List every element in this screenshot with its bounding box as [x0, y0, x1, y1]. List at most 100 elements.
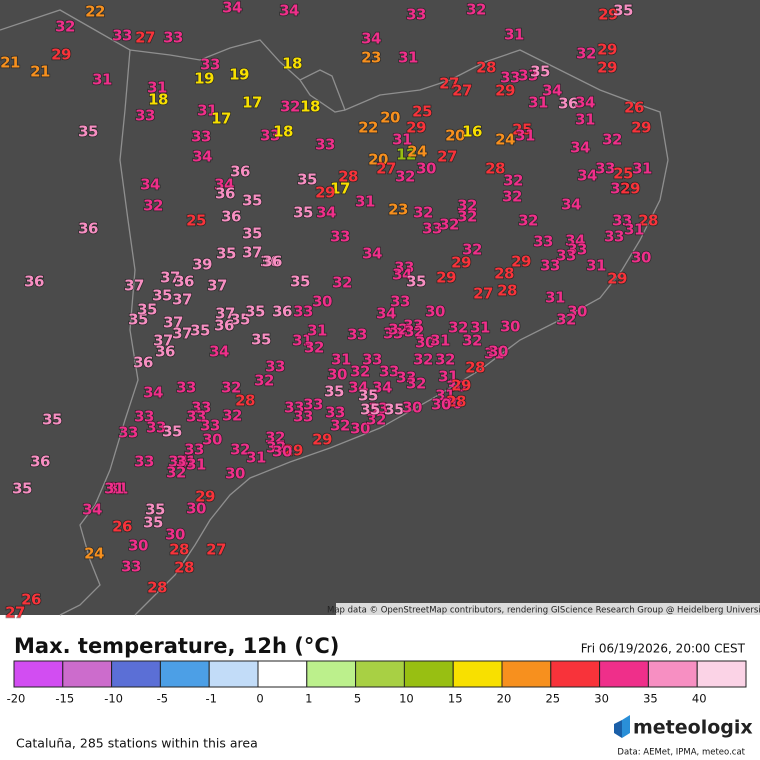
station-temperature: 32 [462, 332, 482, 350]
station-temperature: 32 [221, 379, 241, 397]
station-temperature: 31 [398, 49, 418, 67]
station-temperature: 35 [242, 192, 262, 210]
station-temperature: 33 [533, 233, 553, 251]
northern-border [0, 9, 669, 161]
station-temperature: 32 [457, 208, 477, 226]
andorra-border [299, 79, 346, 113]
station-temperature: 35 [143, 514, 163, 532]
legend-swatch [599, 660, 649, 688]
station-temperature: 33 [383, 325, 403, 343]
station-temperature: 31 [545, 289, 565, 307]
station-temperature: 33 [406, 6, 426, 24]
station-temperature: 34 [214, 176, 234, 194]
station-temperature: 27 [439, 75, 459, 93]
legend-swatch [696, 660, 747, 688]
station-temperature: 28 [465, 359, 485, 377]
station-temperature: 32 [448, 319, 468, 337]
station-temperature: 29 [436, 269, 456, 287]
legend-swatch [257, 660, 308, 688]
station-temperature: 31 [528, 94, 548, 112]
western-border [59, 49, 139, 616]
station-temperature: 31 [632, 160, 652, 178]
station-temperature: 27 [376, 160, 396, 178]
station-temperature: 30 [488, 343, 508, 361]
station-temperature: 27 [135, 29, 155, 47]
station-temperature: 33 [368, 400, 388, 418]
station-temperature: 30 [186, 500, 206, 518]
station-temperature: 33 [540, 257, 560, 275]
legend-tick-label: 40 [692, 692, 707, 706]
station-temperature: 35 [360, 401, 380, 419]
station-temperature: 34 [570, 139, 590, 157]
station-temperature: 29 [511, 253, 531, 271]
station-temperature: 32 [388, 321, 408, 339]
legend-swatch [306, 660, 357, 688]
station-temperature: 29 [451, 377, 471, 395]
timestamp: Fri 06/19/2026, 20:00 CEST [581, 642, 746, 656]
brand-logo [614, 715, 630, 738]
station-temperature: 22 [85, 3, 105, 21]
station-temperature: 36 [133, 354, 153, 372]
station-temperature: 37 [160, 269, 180, 287]
station-temperature: 36 [30, 453, 50, 471]
station-temperature: 35 [42, 411, 62, 429]
station-temperature: 23 [361, 49, 381, 67]
station-temperature: 37 [207, 277, 227, 295]
station-temperature: 36 [260, 253, 280, 271]
station-temperature: 30 [631, 249, 651, 267]
station-temperature: 33 [200, 417, 220, 435]
station-temperature: 28 [338, 168, 358, 186]
station-temperature: 21 [30, 63, 50, 81]
station-temperature: 32 [166, 464, 186, 482]
station-temperature: 32 [332, 274, 352, 292]
station-temperature: 28 [485, 160, 505, 178]
legend-swatch [62, 660, 113, 688]
station-temperature: 27 [206, 541, 226, 559]
station-temperature: 33 [265, 358, 285, 376]
station-temperature: 32 [413, 351, 433, 369]
station-temperature: 30 [402, 399, 422, 417]
station-temperature: 31 [484, 345, 504, 363]
station-temperature: 22 [358, 119, 378, 137]
station-temperature: 34 [209, 343, 229, 361]
station-temperature: 31 [92, 71, 112, 89]
station-temperature: 35 [78, 123, 98, 141]
station-temperature: 24 [407, 143, 427, 161]
station-temperature: 36 [558, 95, 578, 113]
station-temperature: 28 [494, 265, 514, 283]
station-temperature: 20 [380, 109, 400, 127]
station-temperature: 36 [155, 343, 175, 361]
station-temperature: 36 [78, 220, 98, 238]
station-temperature: 31 [504, 26, 524, 44]
station-temperature: 29 [312, 431, 332, 449]
station-temperature: 34 [362, 245, 382, 263]
legend-swatch [550, 660, 601, 688]
station-temperature: 32 [435, 351, 455, 369]
station-temperature: 32 [503, 172, 523, 190]
station-temperature: 35 [145, 501, 165, 519]
station-temperature: 32 [143, 197, 163, 215]
station-temperature: 33 [325, 404, 345, 422]
station-temperature: 32 [254, 372, 274, 390]
station-temperature: 33 [347, 326, 367, 344]
station-temperature: 12 [396, 146, 416, 164]
station-temperature: 29 [315, 184, 335, 202]
station-temperature: 31 [186, 456, 206, 474]
station-temperature: 37 [172, 291, 192, 309]
station-temperature: 30 [312, 293, 332, 311]
station-temperature: 34 [565, 232, 585, 250]
station-temperature: 29 [607, 270, 627, 288]
station-temperature: 28 [169, 541, 189, 559]
station-temperature: 30 [272, 443, 292, 461]
station-temperature: 19 [229, 66, 249, 84]
station-temperature: 25 [412, 103, 432, 121]
station-temperature: 30 [128, 537, 148, 555]
station-temperature: 36 [230, 163, 250, 181]
station-temperature: 33 [186, 408, 206, 426]
legend-swatch [111, 660, 161, 688]
station-temperature: 33 [191, 399, 211, 417]
station-temperature: 35 [358, 387, 378, 405]
station-temperature: 34 [316, 204, 336, 222]
station-temperature: 28 [174, 559, 194, 577]
